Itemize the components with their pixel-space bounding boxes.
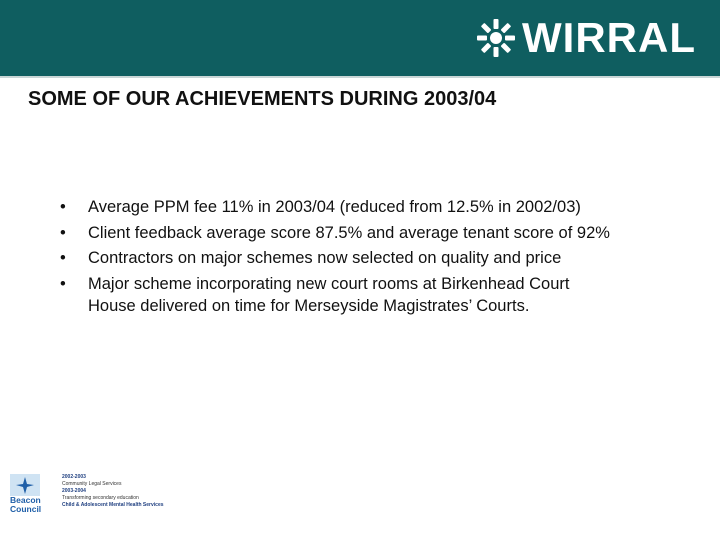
bullet-item: Contractors on major schemes now selecte…	[60, 247, 620, 269]
badge: Beacon Council	[10, 468, 54, 514]
logo-icon	[477, 19, 516, 57]
footer-line: Community Legal Services	[62, 481, 122, 487]
footer-line: Child & Adolescent Mental Health Service…	[62, 502, 164, 508]
footer-logo: Beacon Council 2002-2003 Community Legal S…	[10, 468, 164, 514]
header-rule	[0, 76, 720, 78]
footer-line: Transforming secondary education	[62, 495, 139, 501]
logo-text: WIRRAL	[522, 14, 696, 61]
logo: WIRRAL	[476, 16, 696, 60]
footer-lines: 2002-2003 Community Legal Services 2003-20…	[62, 468, 164, 514]
bullet-item: Average PPM fee 11% in 2003/04 (reduced …	[60, 196, 620, 218]
badge-text: Council	[10, 504, 42, 514]
footer-line: 2002-2003	[62, 474, 86, 480]
badge-text: Beacon	[10, 495, 41, 505]
bullet-item: Major scheme incorporating new court roo…	[60, 273, 620, 317]
bullet-item: Client feedback average score 87.5% and …	[60, 222, 620, 244]
footer-line: 2003-2004	[62, 488, 86, 494]
bullet-list: Average PPM fee 11% in 2003/04 (reduced …	[60, 196, 620, 320]
slide-title: SOME OF OUR ACHIEVEMENTS DURING 2003/04	[28, 88, 497, 110]
badge-icon	[10, 474, 40, 496]
header-band: WIRRAL	[0, 0, 720, 76]
